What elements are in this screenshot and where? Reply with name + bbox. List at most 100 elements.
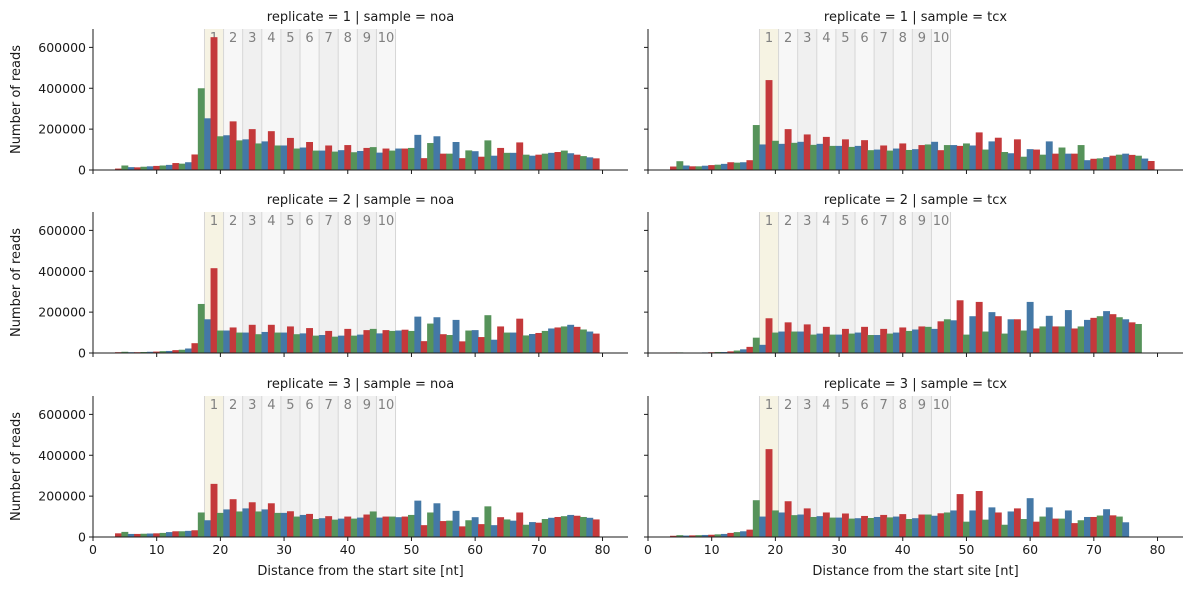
bar xyxy=(586,157,594,170)
bar xyxy=(242,508,250,537)
bar xyxy=(204,520,212,537)
bar xyxy=(541,153,549,170)
bar xyxy=(937,150,945,170)
bar xyxy=(1064,153,1072,170)
bar xyxy=(388,150,396,170)
bar xyxy=(854,332,862,353)
bar xyxy=(963,334,970,353)
codon-label: 1 xyxy=(210,214,218,229)
bar xyxy=(975,301,983,353)
bar xyxy=(185,530,192,537)
bar xyxy=(714,351,722,353)
bar xyxy=(854,518,862,537)
bar xyxy=(395,517,403,537)
bar xyxy=(369,147,377,170)
x-tick-label: 10 xyxy=(149,542,165,557)
codon-label: 7 xyxy=(325,31,333,46)
bar xyxy=(433,503,441,537)
bar xyxy=(191,530,199,537)
codon-label: 4 xyxy=(822,398,830,413)
bar xyxy=(733,162,741,170)
bar xyxy=(363,514,371,537)
codon-shade xyxy=(893,29,913,170)
bar xyxy=(733,350,741,353)
bar xyxy=(1077,326,1085,353)
bar xyxy=(695,535,703,537)
bar xyxy=(1077,520,1085,537)
bar xyxy=(433,317,441,353)
bar xyxy=(153,351,161,353)
bar xyxy=(165,350,173,353)
bar xyxy=(535,332,543,353)
bar xyxy=(516,512,524,537)
y-axis-label: Number of reads xyxy=(9,45,24,154)
bar xyxy=(765,449,773,537)
bar xyxy=(899,327,907,353)
bar xyxy=(293,334,301,353)
bar xyxy=(720,351,728,353)
x-tick-label: 70 xyxy=(531,542,547,557)
bar xyxy=(465,150,473,170)
bar xyxy=(522,154,530,170)
codon-shade xyxy=(319,29,339,170)
codon-label: 7 xyxy=(880,214,888,229)
bar xyxy=(905,149,913,170)
bar xyxy=(759,144,767,170)
codon-label: 6 xyxy=(305,214,313,229)
bar xyxy=(255,143,263,170)
codon-shade xyxy=(299,396,320,537)
bar xyxy=(931,141,939,170)
bar xyxy=(261,509,269,537)
bar xyxy=(956,300,964,353)
bar xyxy=(880,145,888,170)
codon-shade xyxy=(319,396,339,537)
bar xyxy=(376,333,384,353)
codon-label: 5 xyxy=(841,398,849,413)
bar xyxy=(1109,515,1117,537)
bar xyxy=(458,526,466,537)
bar xyxy=(822,326,830,353)
codon-label: 8 xyxy=(899,398,907,413)
facet-panel-4: replicate = 2 | sample = tcx 1 2 3 4 5 6 7 8 9 10 xyxy=(644,193,1183,357)
bar xyxy=(146,533,154,537)
bar xyxy=(886,333,894,353)
bar xyxy=(153,533,161,537)
bar xyxy=(714,534,722,537)
bar xyxy=(880,514,888,537)
bar xyxy=(816,333,824,353)
facet-panel-1: replicate = 1 | sample = noa123456789100… xyxy=(9,10,628,178)
bar xyxy=(1039,154,1047,170)
bar xyxy=(497,147,505,170)
bar xyxy=(1141,158,1149,170)
codon-label: 7 xyxy=(880,398,888,413)
bar xyxy=(899,143,907,170)
bar xyxy=(509,332,517,353)
bar xyxy=(172,531,180,537)
bar xyxy=(1026,301,1034,353)
codon-label: 5 xyxy=(841,31,849,46)
bar xyxy=(127,533,135,537)
bar xyxy=(950,320,958,353)
bar xyxy=(529,155,536,170)
bar xyxy=(146,166,154,170)
x-tick-label: 20 xyxy=(212,542,228,557)
codon-shade xyxy=(816,396,836,537)
codon-label: 9 xyxy=(918,398,926,413)
bar xyxy=(433,136,441,170)
bar xyxy=(1071,153,1079,170)
bar xyxy=(829,145,837,170)
bar xyxy=(458,158,466,170)
bar xyxy=(740,162,747,170)
bar xyxy=(746,160,754,170)
bar xyxy=(121,165,129,170)
bar xyxy=(791,331,798,353)
codon-shade xyxy=(912,212,932,353)
bar xyxy=(312,150,320,170)
bar xyxy=(701,165,709,170)
bar xyxy=(1045,141,1053,170)
bar xyxy=(861,326,868,353)
bar xyxy=(1122,153,1130,170)
bar xyxy=(401,329,409,353)
bar xyxy=(963,143,970,170)
